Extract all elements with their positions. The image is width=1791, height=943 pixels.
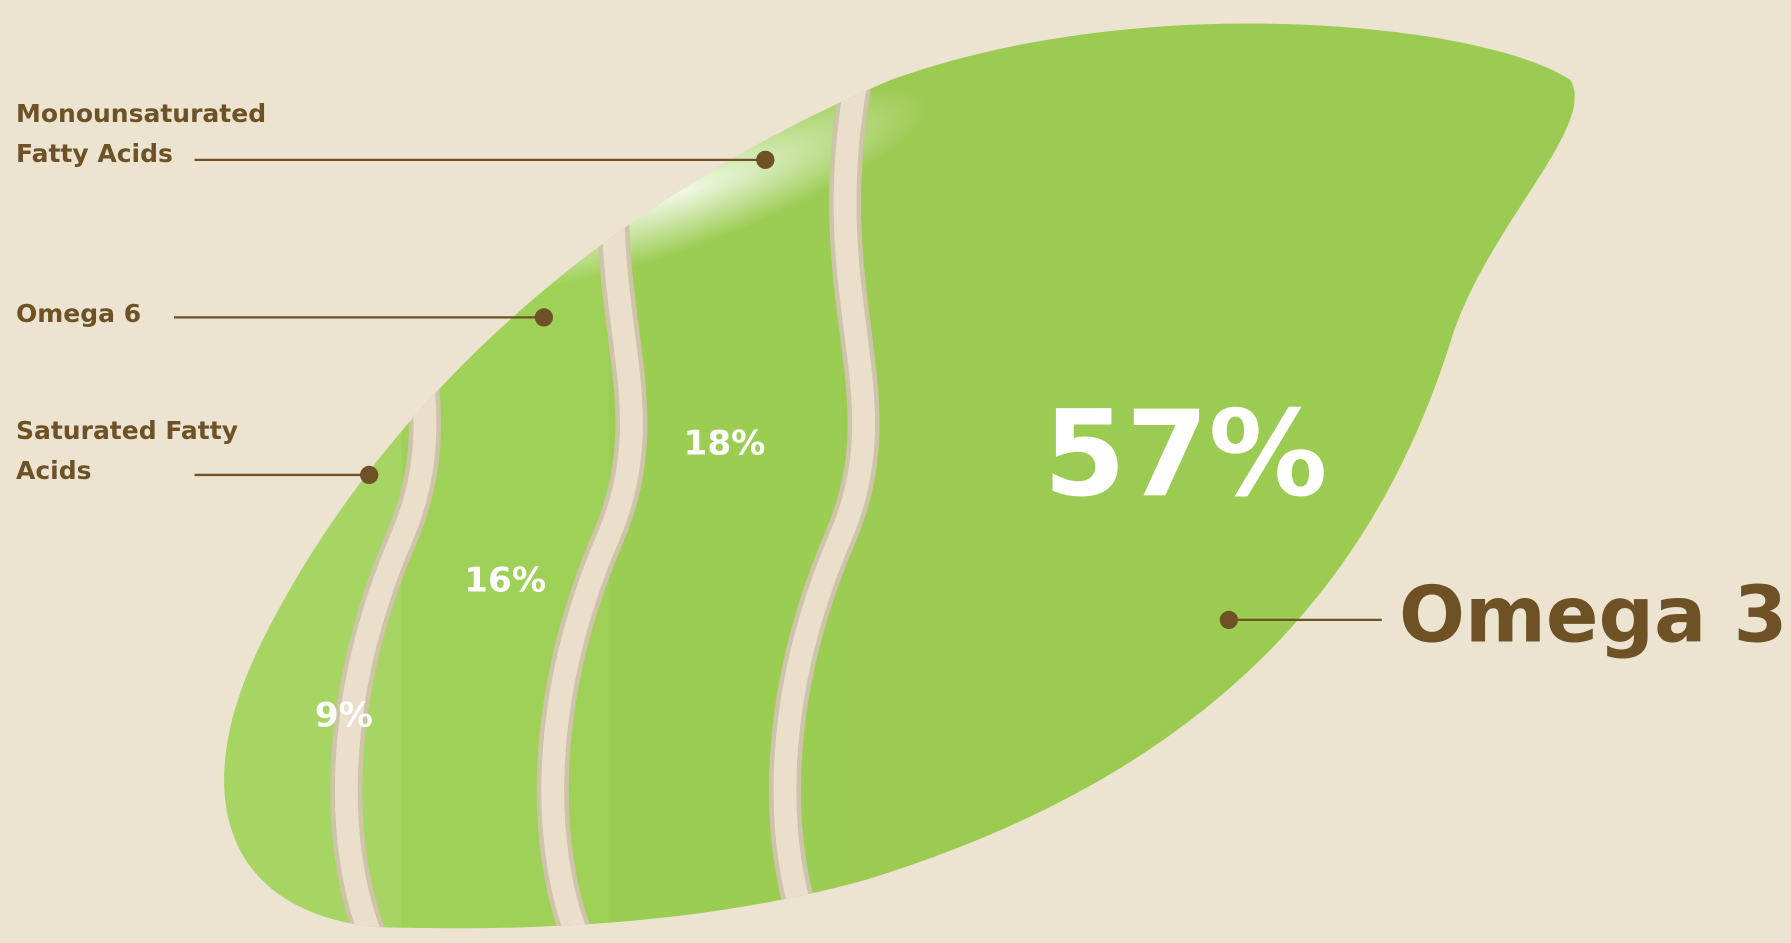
category-label: Monounsaturated Fatty Acids (15, 98, 267, 168)
category-label: Saturated Fatty Acids (15, 416, 238, 486)
leader-dot (534, 308, 554, 327)
value-label: 16% (464, 561, 546, 601)
category-label: Omega 6 (15, 298, 142, 328)
category-label-large: Omega 3 (1399, 570, 1788, 660)
leader-dot (1219, 610, 1238, 630)
shine (376, 67, 1087, 367)
value-label: 9% (315, 695, 373, 735)
leaf (224, 23, 1575, 929)
value-label: 18% (684, 424, 766, 464)
leader-dot (360, 465, 379, 485)
separator (773, 23, 886, 929)
leader-dot (756, 150, 775, 169)
value-label: 57% (1043, 386, 1327, 524)
